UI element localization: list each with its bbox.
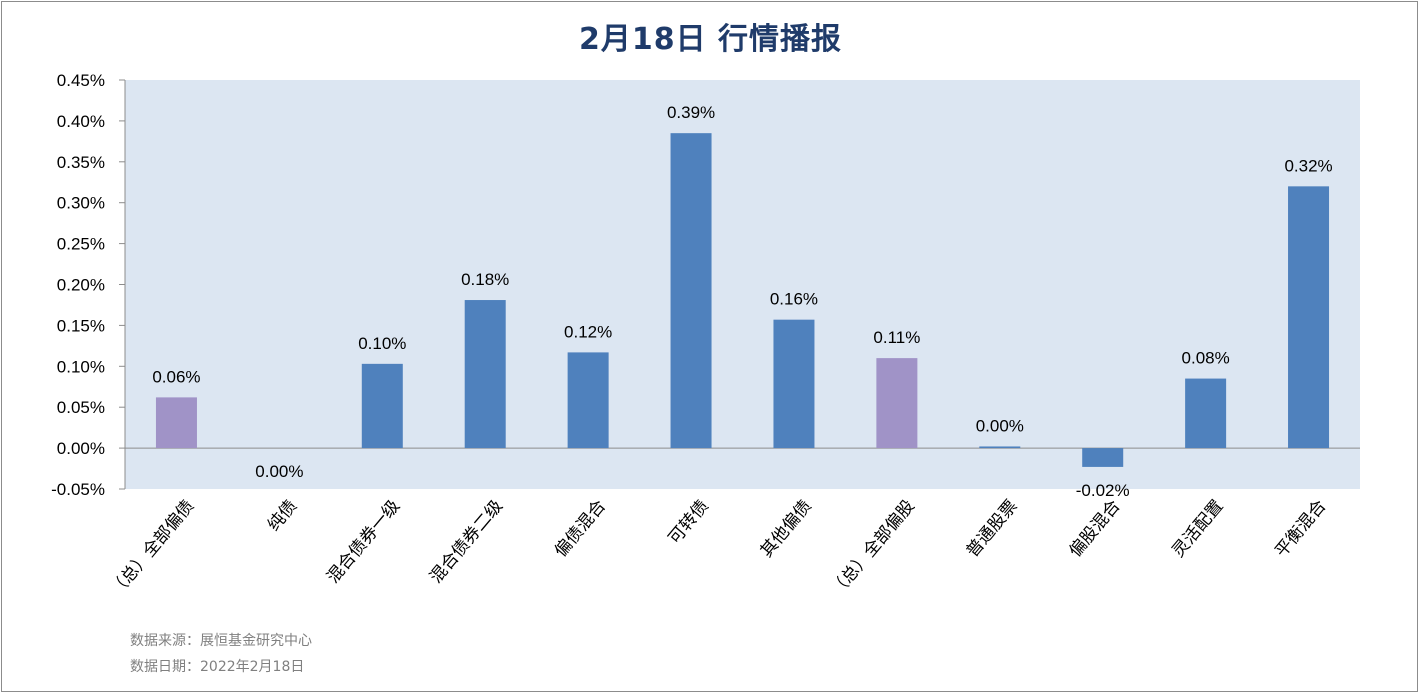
x-tick-label: 偏股混合	[1066, 496, 1125, 561]
y-tick-label: 0.05%	[57, 398, 105, 417]
y-tick-label: 0.15%	[57, 316, 105, 335]
x-tick-label: 可转债	[665, 496, 713, 548]
x-tick-label: 纯债	[264, 496, 301, 535]
y-tick-label: 0.00%	[57, 439, 105, 458]
x-tick-label: 灵活配置	[1168, 496, 1227, 561]
bar	[1082, 448, 1124, 467]
y-tick-label: 0.20%	[57, 276, 105, 295]
data-label: 0.16%	[770, 290, 818, 309]
footer-date: 数据日期：2022年2月18日	[130, 659, 305, 675]
footer-source: 数据来源：展恒基金研究中心	[130, 633, 312, 649]
x-tick-label: 其他偏债	[757, 496, 816, 561]
bar	[464, 300, 506, 449]
bar	[1288, 186, 1330, 449]
data-label: 0.00%	[976, 416, 1024, 435]
data-label: -0.02%	[1076, 481, 1130, 500]
data-label: 0.32%	[1284, 156, 1332, 175]
data-label: 0.06%	[152, 367, 200, 386]
bar	[567, 352, 609, 449]
x-tick-label: （总）全部偏股	[827, 496, 919, 600]
x-tick-label: 混合债券一级	[323, 496, 404, 587]
data-label: 0.12%	[564, 322, 612, 341]
data-label: 0.39%	[667, 103, 715, 122]
y-tick-label: 0.10%	[57, 357, 105, 376]
y-tick-label: -0.05%	[51, 480, 105, 499]
data-label: 0.11%	[873, 328, 920, 347]
data-label: 0.00%	[255, 462, 303, 481]
bar	[155, 397, 197, 449]
x-tick-label: 普通股票	[963, 496, 1022, 561]
bar	[670, 133, 712, 449]
x-tick-label: 偏债混合	[551, 496, 610, 561]
bar	[979, 446, 1021, 449]
plot-area	[125, 80, 1360, 489]
x-tick-label: （总）全部偏债	[106, 496, 198, 600]
data-label: 0.18%	[461, 270, 509, 289]
y-tick-label: 0.45%	[57, 71, 105, 90]
y-tick-label: 0.35%	[57, 153, 105, 172]
bar	[773, 319, 815, 449]
data-label: 0.08%	[1182, 349, 1230, 368]
y-tick-label: 0.25%	[57, 235, 105, 254]
x-tick-label: 平衡混合	[1271, 496, 1330, 561]
bar	[1185, 378, 1227, 449]
data-label: 0.10%	[358, 334, 406, 353]
bar	[361, 363, 403, 449]
y-tick-label: 0.30%	[57, 194, 105, 213]
x-tick-label: 混合债券二级	[426, 496, 507, 587]
chart-title: 2月18日 行情播报	[578, 22, 843, 57]
bar	[876, 358, 918, 449]
y-tick-label: 0.40%	[57, 112, 105, 131]
